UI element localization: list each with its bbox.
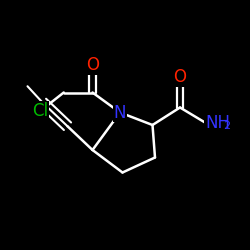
Text: NH: NH — [205, 114, 230, 132]
Text: Cl: Cl — [32, 102, 48, 120]
Text: O: O — [86, 56, 99, 74]
Text: 2: 2 — [223, 121, 230, 131]
Text: N: N — [114, 104, 126, 122]
Text: O: O — [174, 68, 186, 86]
